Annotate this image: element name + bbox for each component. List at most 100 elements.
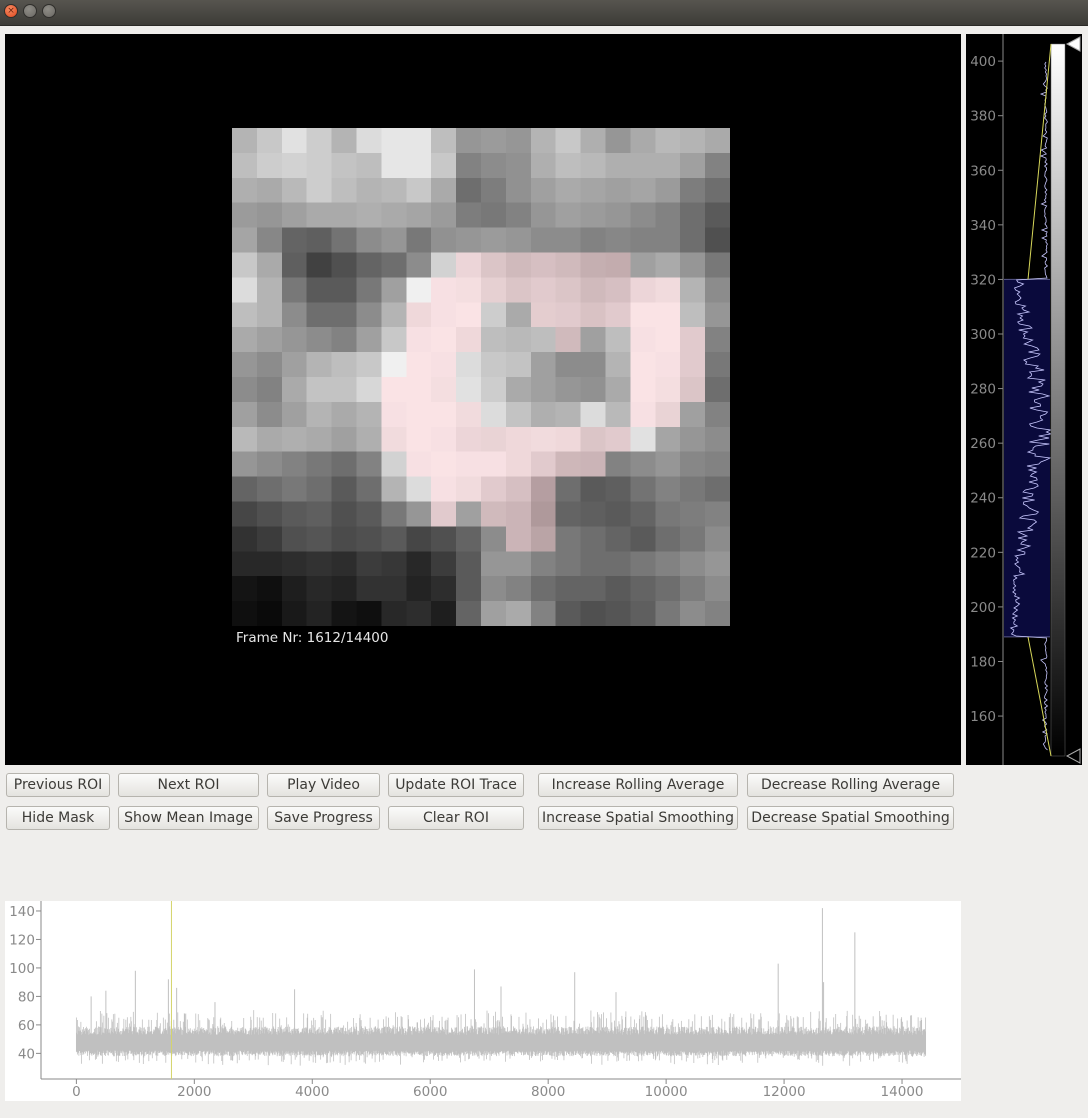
frame-pixel [406,277,432,303]
frame-pixel [356,377,382,403]
frame-pixel [481,377,507,403]
frame-pixel [555,377,582,403]
frame-pixel [705,352,730,378]
frame-pixel [406,526,432,552]
frame-pixel [530,377,557,403]
frame-pixel [680,277,706,303]
frame-pixel [356,227,382,253]
frame-pixel [456,252,482,278]
frame-pixel [281,128,308,154]
frame-pixel [630,202,656,229]
minimize-icon[interactable] [23,4,37,18]
frame-image[interactable] [232,128,730,626]
frame-pixel [381,277,407,303]
decrease-rolling-average-button[interactable]: Decrease Rolling Average [747,773,954,797]
frame-pixel [705,401,730,428]
frame-pixel [505,526,532,552]
roi-trace-plot[interactable]: 40 60 80 100 120 140 0 2000 4000 6000 8000 10000 120… [5,901,961,1101]
frame-pixel [256,128,283,154]
histogram-tick-label: 340 [970,218,996,234]
frame-pixel [481,576,507,602]
frame-pixel [505,277,532,303]
previous-roi-button[interactable]: Previous ROI [6,773,110,797]
frame-pixel [406,327,432,353]
hide-mask-button[interactable]: Hide Mask [6,806,110,830]
frame-pixel [630,576,656,602]
frame-pixel [232,551,258,577]
frame-pixel [306,401,333,428]
frame-pixel [655,152,681,179]
frame-pixel [555,352,582,378]
frame-pixel [232,501,258,527]
frame-pixel [505,377,532,403]
frame-pixel [232,152,258,179]
frame-pixel [555,252,582,278]
close-icon[interactable]: × [4,4,18,18]
frame-pixel [256,277,283,303]
histogram-tick-label: 180 [970,654,996,670]
frame-pixel [381,377,407,403]
frame-pixel [481,202,507,229]
frame-pixel [431,352,457,378]
frame-pixel [555,202,582,229]
image-view[interactable]: Frame Nr: 1612/14400 [5,34,961,765]
next-roi-button[interactable]: Next ROI [118,773,259,797]
show-mean-image-button[interactable]: Show Mean Image [118,806,259,830]
frame-pixel [232,476,258,502]
frame-pixel [530,501,557,527]
frame-pixel [431,327,457,353]
frame-pixel [605,327,631,353]
histogram-trace [1009,61,1053,751]
frame-pixel [505,426,532,453]
save-progress-button[interactable]: Save Progress [267,806,380,830]
frame-pixel [356,451,382,478]
frame-pixel [655,476,681,502]
clear-roi-button[interactable]: Clear ROI [388,806,524,830]
frame-pixel [605,601,631,626]
frame-pixel [331,277,357,303]
frame-pixel [331,152,357,179]
frame-pixel [705,551,730,577]
frame-pixel [456,352,482,378]
frame-pixel [406,227,432,253]
frame-pixel [530,128,557,154]
frame-pixel [555,277,582,303]
frame-pixel [705,227,730,253]
maximize-icon[interactable] [42,4,56,18]
increase-spatial-smoothing-button[interactable]: Increase Spatial Smoothing [538,806,738,830]
frame-pixel [256,551,283,577]
frame-pixel [256,526,283,552]
frame-pixel [680,377,706,403]
frame-pixel [381,476,407,502]
frame-pixel [580,302,606,328]
frame-pixel [306,426,333,453]
frame-pixel [555,327,582,353]
frame-pixel [481,401,507,428]
frame-pixel [555,227,582,253]
frame-pixel [655,576,681,602]
frame-pixel [655,202,681,229]
frame-pixel [655,401,681,428]
frame-pixel [605,426,631,453]
frame-pixel [605,152,631,179]
frame-pixel [630,501,656,527]
update-roi-trace-button[interactable]: Update ROI Trace [388,773,524,797]
frame-pixel [431,601,457,626]
frame-pixel [680,202,706,229]
frame-pixel [481,128,507,154]
increase-rolling-average-button[interactable]: Increase Rolling Average [538,773,738,797]
frame-pixel [705,476,730,502]
frame-pixel [232,401,258,428]
frame-pixel [331,426,357,453]
trace-y-tick-label: 40 [18,1046,35,1062]
frame-pixel [381,576,407,602]
frame-pixel [356,401,382,428]
decrease-spatial-smoothing-button[interactable]: Decrease Spatial Smoothing [747,806,954,830]
frame-pixel [555,152,582,179]
frame-pixel [605,551,631,577]
frame-pixel [306,227,333,253]
play-video-button[interactable]: Play Video [267,773,380,797]
frame-pixel [580,451,606,478]
frame-pixel [530,551,557,577]
histogram-lut-widget[interactable]: 400 380 360 340 320 300 280 260 240 220 200 180 160 [966,34,1082,765]
